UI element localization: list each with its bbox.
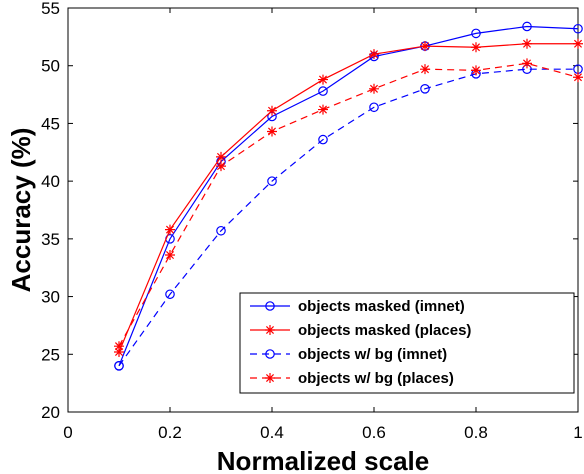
data-point xyxy=(216,161,226,172)
legend-marker xyxy=(265,325,275,335)
y-axis-label: Accuracy (%) xyxy=(6,128,36,293)
y-tick-label: 50 xyxy=(41,57,60,76)
x-axis: 0 0.2 0.4 0.6 0.8 1 xyxy=(63,8,583,442)
series-layer xyxy=(114,21,583,371)
legend: objects masked (imnet) objects masked (pl… xyxy=(239,292,575,394)
x-axis-label: Normalized scale xyxy=(217,446,429,474)
x-tick-label: 0.6 xyxy=(362,423,386,442)
legend-box xyxy=(239,292,575,394)
series-line xyxy=(118,68,578,367)
data-point xyxy=(318,86,328,96)
legend-marker xyxy=(265,373,275,383)
series-line xyxy=(118,25,579,367)
legend-entry: objects masked (imnet) xyxy=(250,298,465,315)
series-line xyxy=(118,43,578,353)
data-point xyxy=(573,38,583,49)
legend-marker xyxy=(265,349,275,359)
y-tick-label: 55 xyxy=(41,0,60,18)
data-point xyxy=(420,84,430,94)
data-point xyxy=(114,341,124,352)
data-point xyxy=(114,361,124,371)
x-tick-label: 0.8 xyxy=(464,423,488,442)
x-tick-label: 0.4 xyxy=(260,423,284,442)
data-point xyxy=(267,105,277,116)
legend-label: objects masked (places) xyxy=(298,322,471,339)
data-point xyxy=(318,74,328,85)
legend-label: objects w/ bg (places) xyxy=(298,370,454,387)
plot-frame xyxy=(67,7,579,413)
y-tick-label: 25 xyxy=(41,345,60,364)
y-tick-label: 30 xyxy=(41,288,60,307)
y-tick-label: 35 xyxy=(41,230,60,249)
data-point xyxy=(114,346,124,357)
data-point xyxy=(471,42,481,53)
data-point xyxy=(165,250,175,261)
data-point xyxy=(216,151,226,162)
plot-border xyxy=(67,7,579,413)
legend-entry: objects w/ bg (imnet) xyxy=(250,346,447,363)
legend-entry: objects masked (places) xyxy=(250,322,471,339)
series-2 xyxy=(114,38,583,357)
data-point xyxy=(267,176,277,186)
data-point xyxy=(573,23,583,34)
data-point xyxy=(318,134,328,145)
series-line xyxy=(118,62,579,347)
y-tick-label: 45 xyxy=(41,114,60,133)
legend-marker xyxy=(265,301,275,311)
data-point xyxy=(471,65,481,76)
legend-entry: objects w/ bg (places) xyxy=(250,370,454,387)
data-point xyxy=(369,83,379,94)
data-point xyxy=(165,224,175,235)
data-point xyxy=(522,58,532,69)
data-point xyxy=(471,28,481,39)
data-point xyxy=(216,225,226,236)
x-tick-label: 0.2 xyxy=(158,423,182,442)
data-point xyxy=(369,102,379,113)
data-point xyxy=(522,21,532,32)
legend-label: objects masked (imnet) xyxy=(298,298,465,315)
data-point xyxy=(165,289,175,300)
x-tick-label: 0 xyxy=(63,423,72,442)
data-point xyxy=(522,38,532,49)
x-tick-label: 1 xyxy=(573,423,582,442)
data-point xyxy=(267,126,277,137)
series-4 xyxy=(114,58,583,352)
y-tick-label: 40 xyxy=(41,172,60,191)
data-point xyxy=(420,64,430,75)
y-tick-label: 20 xyxy=(41,403,60,422)
data-point xyxy=(318,104,328,115)
data-point xyxy=(573,72,583,83)
data-point xyxy=(369,49,379,60)
data-point xyxy=(420,41,430,52)
y-axis: 20 25 30 35 40 45 50 55 xyxy=(41,0,578,422)
legend-label: objects w/ bg (imnet) xyxy=(298,346,447,363)
